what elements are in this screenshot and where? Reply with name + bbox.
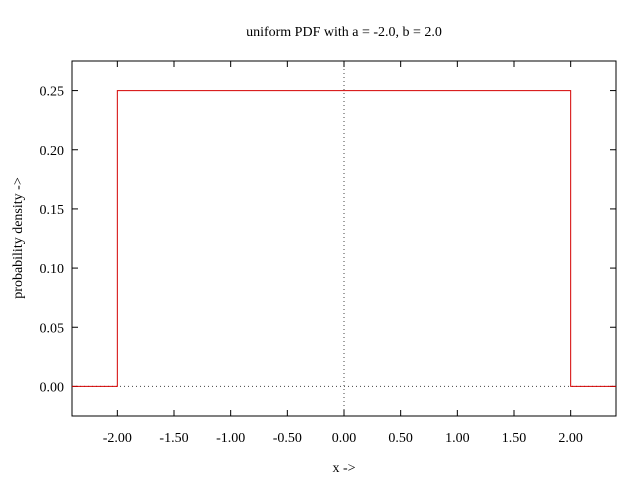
x-tick-label: 1.50 bbox=[502, 431, 527, 446]
y-axis-label: probability density -> bbox=[11, 177, 26, 299]
x-axis-label: x -> bbox=[332, 461, 355, 476]
x-tick-label: 1.00 bbox=[445, 431, 470, 446]
y-ticks: 0.00 0.05 0.10 0.15 0.20 0.25 bbox=[40, 85, 616, 395]
x-tick-label: -1.50 bbox=[159, 431, 188, 446]
y-tick-label: 0.00 bbox=[40, 380, 65, 395]
y-tick-label: 0.10 bbox=[40, 262, 65, 277]
x-tick-label: 0.00 bbox=[332, 431, 357, 446]
x-tick-label: 0.50 bbox=[388, 431, 413, 446]
x-ticks: -2.00 -1.50 -1.00 -0.50 0.00 0.50 1.00 1.50 2.00 bbox=[103, 61, 583, 446]
x-tick-label: -2.00 bbox=[103, 431, 132, 446]
y-tick-label: 0.25 bbox=[40, 85, 65, 100]
plot-border bbox=[71, 60, 617, 417]
series-line bbox=[72, 90, 616, 387]
series-group bbox=[72, 90, 616, 387]
x-tick-label: -0.50 bbox=[273, 431, 302, 446]
zero-axes bbox=[72, 61, 616, 416]
x-tick-label: -1.00 bbox=[216, 431, 245, 446]
x-tick-label: 2.00 bbox=[558, 431, 583, 446]
y-tick-label: 0.05 bbox=[40, 321, 65, 336]
y-tick-label: 0.15 bbox=[40, 203, 65, 218]
y-tick-label: 0.20 bbox=[40, 144, 65, 159]
chart-title: uniform PDF with a = -2.0, b = 2.0 bbox=[246, 25, 442, 40]
